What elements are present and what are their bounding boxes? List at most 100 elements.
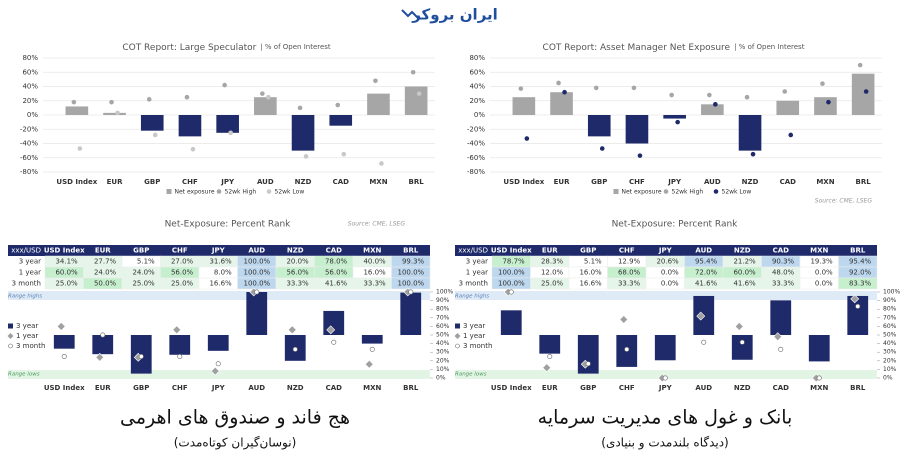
x-tick-label: EUR: [554, 178, 570, 186]
legend-swatch: [455, 343, 460, 349]
y-tick-label: 100%: [883, 289, 900, 296]
y-tick-label: 40%: [436, 340, 450, 347]
table-value: 99.3%: [402, 258, 425, 266]
table-header: USD Index: [491, 247, 532, 255]
table-value: 95.4%: [695, 258, 718, 266]
x-tick-label: BRL: [403, 384, 419, 392]
marker: [303, 154, 309, 159]
x-tick-label: MXN: [369, 178, 387, 186]
table-row-label: 1 year: [19, 269, 41, 277]
marker: [788, 132, 794, 138]
subtitle-text: | % of Open Interest: [260, 43, 331, 51]
legend-swatch: [8, 323, 13, 329]
table-value: 41.6%: [733, 280, 756, 288]
rank-diamond: [210, 366, 220, 376]
range-high-band: [455, 291, 877, 300]
bar: [216, 115, 239, 133]
x-tick-label: CAD: [326, 384, 343, 392]
x-tick-label: GBP: [591, 178, 607, 186]
table-value: 48.0%: [772, 269, 795, 277]
legend-label: 1 year: [16, 332, 38, 340]
rank-diamond: [773, 332, 783, 342]
table-value: 27.7%: [94, 258, 117, 266]
table-header-bg: [455, 245, 877, 256]
legend-swatch: [7, 333, 14, 339]
y-tick-label: 50%: [436, 332, 450, 339]
marker: [379, 161, 384, 166]
title-text: COT Report: Asset Manager Net Exposure: [543, 43, 731, 53]
x-tick-label: NZD: [734, 384, 751, 392]
rank-dot: [547, 353, 553, 359]
y-tick-label: -40%: [20, 140, 38, 148]
table-corner: xxx/USD: [458, 247, 488, 255]
table-corner: xxx/USD: [11, 247, 41, 255]
bar: [738, 115, 762, 151]
table-value: 0.0%: [815, 280, 833, 288]
table-value: 56.0%: [325, 269, 348, 277]
bar: [587, 115, 611, 137]
table-header: MXN: [810, 247, 828, 255]
y-tick-label: 20%: [469, 97, 485, 105]
table-value: 5.1%: [137, 258, 155, 266]
table-value: 25.0%: [171, 280, 194, 288]
y-tick-label: -80%: [467, 168, 485, 176]
legend-swatch: [613, 189, 619, 194]
table-header: JPY: [658, 247, 673, 255]
table-value: 8.0%: [214, 269, 232, 277]
bar: [367, 93, 390, 115]
legend-label: 52wk Low: [722, 189, 752, 196]
table-value: 24.0%: [132, 269, 155, 277]
table-header: NZD: [287, 247, 304, 255]
table-value: 78.0%: [325, 258, 348, 266]
table-value: 100.0%: [398, 280, 425, 288]
table-header: EUR: [95, 247, 111, 255]
table-header: NZD: [734, 247, 751, 255]
x-tick-label: MXN: [810, 384, 828, 392]
table-value: 28.3%: [541, 258, 564, 266]
table-cell: [391, 277, 431, 290]
rank-dot: [778, 346, 784, 352]
marker: [222, 82, 227, 88]
chart-title: Net-Exposure: Percent Rank: [165, 220, 292, 230]
legend-label: 3 month: [463, 342, 492, 350]
table-value: 33.3%: [618, 280, 641, 288]
marker: [593, 85, 599, 91]
table-value: 90.3%: [772, 258, 795, 266]
rank-box: [361, 335, 383, 344]
table-header: BRL: [850, 247, 866, 255]
table-header: GBP: [133, 247, 149, 255]
marker: [556, 80, 561, 86]
bar: [814, 97, 837, 115]
range-low-band: [8, 370, 430, 379]
marker: [713, 102, 718, 107]
y-tick-label: 70%: [883, 314, 897, 321]
marker: [335, 102, 341, 108]
source: Source: CME, LSEG: [348, 221, 406, 228]
rank-dot: [585, 361, 591, 367]
table-row-label: 1 year: [466, 269, 488, 277]
x-tick-label: MXN: [363, 384, 381, 392]
table-header: AUD: [248, 247, 265, 255]
y-tick-label: 60%: [22, 68, 38, 76]
bar: [140, 115, 164, 131]
x-tick-label: BRL: [850, 384, 866, 392]
marker: [782, 89, 788, 94]
legend-swatch: [455, 323, 460, 329]
y-tick-label: 90%: [883, 297, 897, 304]
legend-label: 3 year: [16, 322, 38, 330]
marker: [266, 94, 271, 100]
annotation: Range highs: [8, 294, 42, 300]
legend-swatch: [166, 189, 172, 194]
rank-dot: [254, 289, 260, 295]
bar: [550, 92, 573, 115]
table-value: 50.0%: [94, 280, 117, 288]
x-tick-label: NZD: [742, 178, 759, 186]
table-value: 40.0%: [363, 258, 386, 266]
table-value: 31.6%: [209, 258, 232, 266]
x-tick-label: USD Index: [503, 178, 544, 186]
y-tick-label: 30%: [883, 349, 897, 356]
rank-diamond: [542, 363, 552, 373]
legend-label: 52wk High: [672, 189, 704, 196]
y-tick-label: 0%: [883, 375, 893, 382]
table-value: 100.0%: [244, 258, 271, 266]
